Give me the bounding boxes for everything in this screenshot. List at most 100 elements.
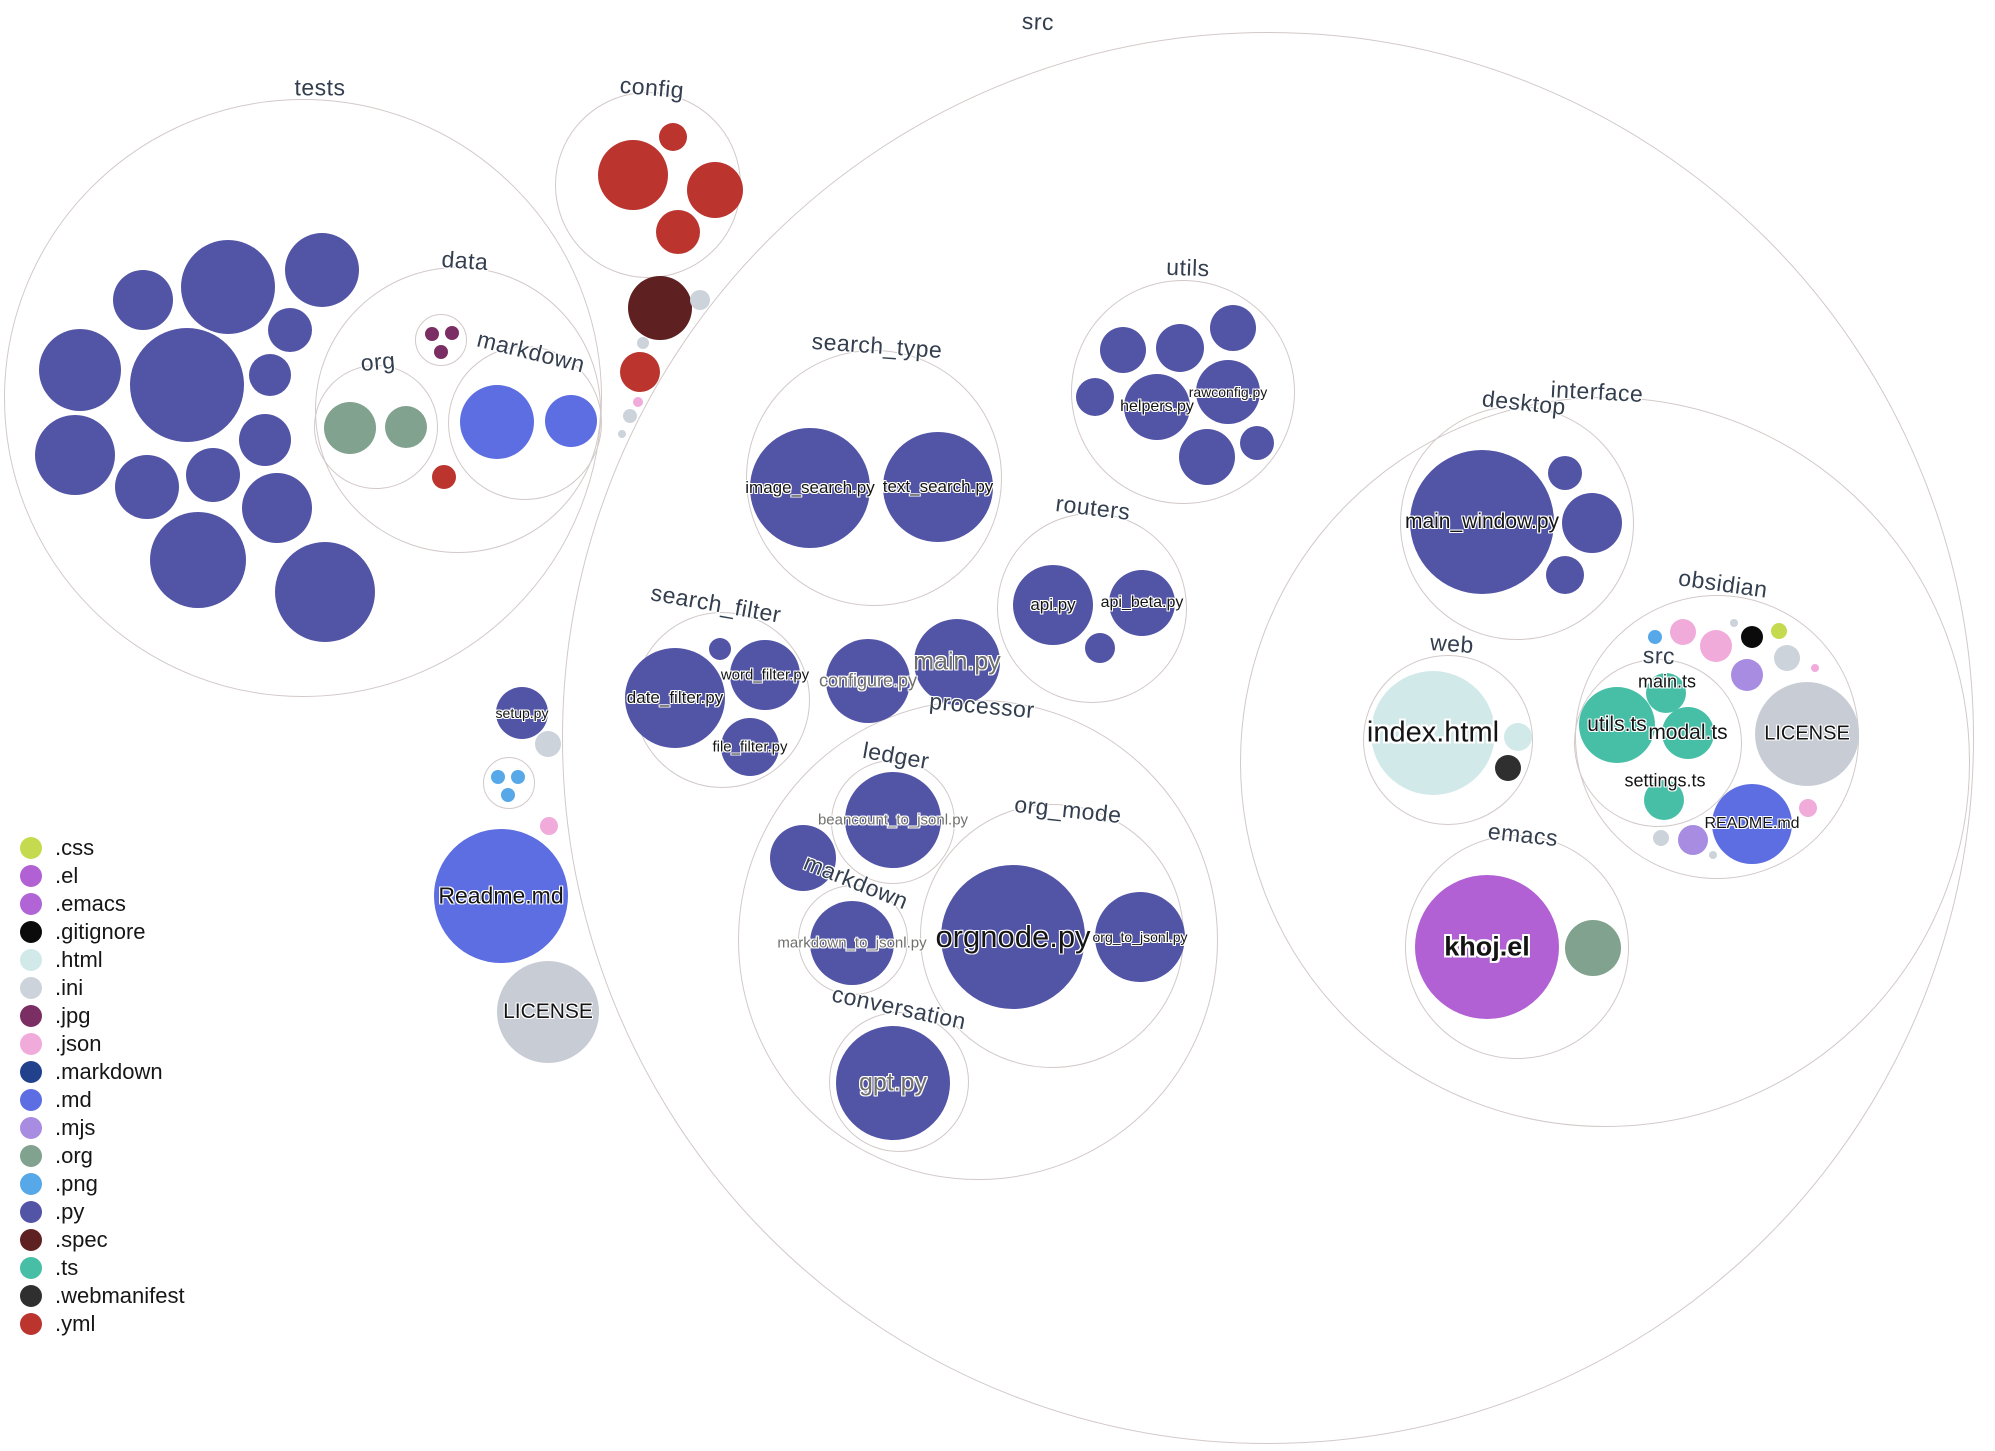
file-circle-api_beta.py[interactable] (1109, 570, 1175, 636)
org-file-dot[interactable] (385, 406, 427, 448)
file-circle-configure.py[interactable] (826, 639, 910, 723)
webmanifest-file-dot[interactable] (1495, 755, 1521, 781)
png-file-dot[interactable] (511, 770, 525, 784)
py-file-dot[interactable] (1546, 556, 1584, 594)
py-file-dot[interactable] (130, 328, 244, 442)
file-circle-api.py[interactable] (1013, 565, 1093, 645)
folder-circle-data-markdown[interactable] (448, 346, 602, 500)
py-file-dot[interactable] (1076, 378, 1114, 416)
file-circle-text_search.py[interactable] (883, 432, 993, 542)
jpg-file-dot[interactable] (434, 345, 448, 359)
py-file-dot[interactable] (249, 354, 291, 396)
html-file-dot[interactable] (1504, 723, 1532, 751)
ini-file-dot[interactable] (690, 290, 710, 310)
py-file-dot[interactable] (285, 233, 359, 307)
folder-circle-web[interactable] (1363, 655, 1533, 825)
file-circle-word_filter.py[interactable] (730, 640, 800, 710)
org-file-dot[interactable] (1565, 920, 1621, 976)
py-file-dot[interactable] (113, 270, 173, 330)
css-file-dot[interactable] (1771, 623, 1787, 639)
file-circle-orgnode.py[interactable] (941, 865, 1085, 1009)
ini-file-dot[interactable] (1653, 830, 1669, 846)
folder-circle-search-type[interactable] (746, 350, 1002, 606)
org-file-dot[interactable] (324, 402, 376, 454)
spec-file-dot[interactable] (628, 276, 692, 340)
folder-circle-ledger[interactable] (831, 760, 955, 884)
file-circle-beancount_to_jsonl.py[interactable] (845, 772, 941, 868)
py-file-dot[interactable] (39, 329, 121, 411)
ini-file-dot[interactable] (1774, 645, 1800, 671)
yml-file-dot[interactable] (687, 162, 743, 218)
py-file-dot[interactable] (239, 414, 291, 466)
file-circle-main.py[interactable] (914, 619, 1000, 705)
folder-circle-obsidian-src[interactable] (1574, 659, 1742, 827)
py-file-dot[interactable] (268, 308, 312, 352)
file-circle-setup.py[interactable] (496, 687, 548, 739)
folder-circle-tests[interactable] (4, 99, 602, 697)
py-file-dot[interactable] (275, 542, 375, 642)
folder-circle-routers[interactable] (997, 513, 1187, 703)
mjs-file-dot[interactable] (1678, 825, 1708, 855)
md-file-dot[interactable] (545, 395, 597, 447)
json-file-dot[interactable] (540, 817, 558, 835)
folder-circle-emacs[interactable] (1405, 835, 1629, 1059)
png-file-dot[interactable] (491, 770, 505, 784)
folder-circle-desktop[interactable] (1400, 406, 1634, 640)
file-circle-main_window.py[interactable] (1410, 450, 1554, 594)
file-circle-khoj.el[interactable] (1415, 875, 1559, 1019)
yml-file-dot[interactable] (659, 123, 687, 151)
py-file-dot[interactable] (770, 825, 836, 891)
mjs-file-dot[interactable] (1731, 659, 1763, 691)
file-circle-markdown_to_jsonl.py[interactable] (810, 901, 894, 985)
folder-circle-data-org[interactable] (314, 365, 438, 489)
json-file-dot[interactable] (1700, 630, 1732, 662)
file-circle-date_filter.py[interactable] (625, 648, 725, 748)
folder-circle-utils[interactable] (1071, 280, 1295, 504)
ini-file-dot[interactable] (637, 337, 649, 349)
file-circle-image_search.py[interactable] (750, 428, 870, 548)
json-file-dot[interactable] (1799, 799, 1817, 817)
file-circle-settings.ts[interactable] (1644, 780, 1684, 820)
folder-circle-interface[interactable] (1240, 397, 1970, 1127)
py-file-dot[interactable] (1240, 426, 1274, 460)
file-circle-modal.ts[interactable] (1662, 707, 1714, 759)
file-circle-rawconfig.py[interactable] (1196, 360, 1260, 424)
py-file-dot[interactable] (1210, 305, 1256, 351)
yml-file-dot[interactable] (598, 140, 668, 210)
ini-file-dot[interactable] (1709, 851, 1717, 859)
py-file-dot[interactable] (150, 512, 246, 608)
file-circle-org_to_jsonl.py[interactable] (1095, 892, 1185, 982)
py-file-dot[interactable] (1156, 324, 1204, 372)
folder-circle-processor-markdown[interactable] (798, 885, 908, 995)
png-file-dot[interactable] (501, 788, 515, 802)
file-circle-gpt.py[interactable] (836, 1026, 950, 1140)
py-file-dot[interactable] (115, 455, 179, 519)
folder-circle-conversation[interactable] (829, 1012, 969, 1152)
py-file-dot[interactable] (1562, 493, 1622, 553)
md-file-dot[interactable] (460, 385, 534, 459)
ini-file-dot[interactable] (618, 430, 626, 438)
gitignore-file-dot[interactable] (1741, 626, 1763, 648)
file-circle-README.md[interactable] (1712, 784, 1792, 864)
yml-file-dot[interactable] (432, 465, 456, 489)
py-file-dot[interactable] (1179, 429, 1235, 485)
yml-file-dot[interactable] (656, 210, 700, 254)
file-circle-utils.ts[interactable] (1579, 687, 1655, 763)
py-file-dot[interactable] (35, 415, 115, 495)
py-file-dot[interactable] (1100, 327, 1146, 373)
file-circle-LICENSE[interactable] (1755, 682, 1859, 786)
file-circle-file_filter.py[interactable] (721, 718, 779, 776)
py-file-dot[interactable] (181, 240, 275, 334)
json-file-dot[interactable] (1811, 664, 1819, 672)
folder-circle-processor[interactable] (738, 700, 1218, 1180)
ini-file-dot[interactable] (1730, 619, 1738, 627)
file-circle-index.html[interactable] (1371, 671, 1495, 795)
folder-circle-src[interactable] (562, 32, 1974, 1444)
file-circle-LICENSE[interactable] (497, 961, 599, 1063)
ini-file-dot[interactable] (535, 731, 561, 757)
json-file-dot[interactable] (633, 397, 643, 407)
py-file-dot[interactable] (1548, 456, 1582, 490)
py-file-dot[interactable] (186, 448, 240, 502)
file-circle-Readme.md[interactable] (434, 829, 568, 963)
yml-file-dot[interactable] (620, 352, 660, 392)
